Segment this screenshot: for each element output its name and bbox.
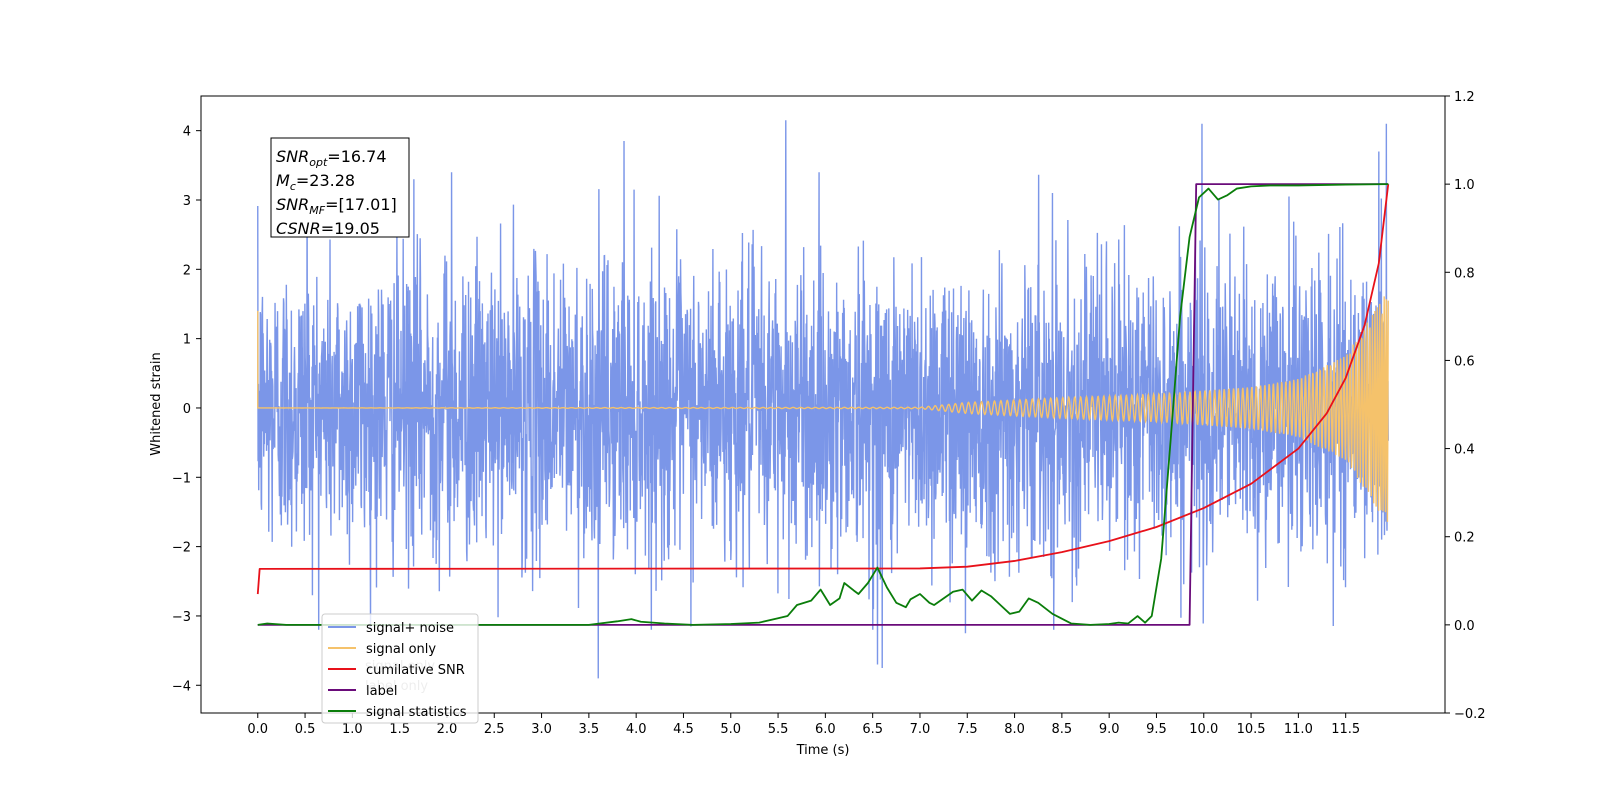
legend-label-signal-statistics: signal statistics	[366, 705, 467, 720]
y-tick-label-right: 0.2	[1454, 531, 1475, 546]
annotation-symbol: M	[276, 171, 290, 190]
x-tick-label: 5.5	[768, 722, 789, 737]
y-tick-label-right: 0.0	[1454, 619, 1475, 634]
annotation-subscript: c	[290, 180, 296, 193]
y-tick-label-right: 0.4	[1454, 443, 1475, 458]
x-tick-label: 2.0	[437, 722, 458, 737]
x-tick-label: 4.5	[673, 722, 694, 737]
annotation-value: =[17.01]	[325, 195, 397, 214]
y-tick-label-right: 0.8	[1454, 266, 1475, 281]
y-tick-label-right: 0.6	[1454, 354, 1475, 369]
x-tick-label: 10.5	[1237, 722, 1266, 737]
annotation-symbol: SNR	[276, 195, 309, 214]
y-tick-label-left: 0	[183, 402, 191, 417]
legend-frame	[321, 613, 479, 724]
annotation-value: =23.28	[296, 171, 355, 190]
x-tick-label: 1.0	[342, 722, 363, 737]
x-tick-label: 9.0	[1099, 722, 1120, 737]
x-tick-label: 8.5	[1052, 722, 1073, 737]
legend: signal onlylabel onlysignal+ noisesignal…	[321, 613, 479, 724]
x-tick-label: 9.5	[1146, 722, 1167, 737]
x-tick-label: 11.0	[1284, 722, 1313, 737]
y-tick-label-left: 2	[183, 263, 191, 278]
legend-label-label: label	[366, 684, 397, 699]
x-tick-label: 8.0	[1004, 722, 1025, 737]
series-signal-noise	[257, 120, 1389, 679]
y-tick-label-left: 3	[183, 194, 191, 209]
y-axis-label-left: Whitened strain	[149, 352, 164, 455]
legend-label-signal-only: signal only	[366, 642, 436, 657]
legend-label-cumilative-snr: cumilative SNR	[366, 663, 465, 678]
x-tick-label: 10.0	[1189, 722, 1218, 737]
annotation-subscript: opt	[309, 156, 328, 169]
x-tick-label: 7.0	[910, 722, 931, 737]
y-tick-label-right: −0.2	[1454, 707, 1486, 722]
annotation-line: Mc=23.28	[276, 171, 355, 193]
y-axis-right: −0.2 0.0 0.2 0.4 0.6 0.8 1.0 1.2	[1445, 90, 1486, 722]
annotation-subscript: MF	[309, 204, 325, 217]
annotation-symbol: SNR	[276, 147, 309, 166]
y-tick-label-left: −4	[172, 679, 191, 694]
x-tick-label: 11.5	[1331, 722, 1360, 737]
x-axis-label: Time (s)	[796, 743, 850, 758]
x-tick-label: 4.0	[626, 722, 647, 737]
plot-frame	[200, 95, 1446, 714]
annotation-box: SNRopt=16.74Mc=23.28SNRMF=[17.01]CSNR=19…	[270, 137, 410, 238]
y-tick-label-left: −1	[172, 471, 191, 486]
y-tick-label-left: −2	[172, 541, 191, 556]
annotation-value: =16.74	[327, 147, 386, 166]
series-signal-only	[257, 296, 1389, 522]
y-tick-label-left: 1	[183, 333, 191, 348]
x-tick-label: 5.0	[720, 722, 741, 737]
annotation-line: SNRMF=[17.01]	[276, 195, 397, 217]
x-tick-label: 3.0	[531, 722, 552, 737]
y-axis-left: −4 −3 −2 −1 0 1 2 3 4	[172, 125, 201, 694]
annotation-symbol: CSNR	[276, 219, 321, 238]
x-tick-label: 3.5	[579, 722, 600, 737]
x-tick-label: 6.0	[815, 722, 836, 737]
annotation-frame	[270, 137, 410, 238]
annotation-line: CSNR=19.05	[276, 219, 380, 238]
annotation-line: SNRopt=16.74	[276, 147, 387, 169]
x-tick-label: 1.5	[389, 722, 410, 737]
annotation-value: =19.05	[321, 219, 380, 238]
x-tick-label: 6.5	[862, 722, 883, 737]
x-tick-label: 0.5	[295, 722, 316, 737]
series-cumilative-snr	[256, 184, 1390, 595]
plot-area	[256, 120, 1390, 679]
legend-label-signal-noise: signal+ noise	[366, 621, 454, 636]
x-tick-label: 2.5	[484, 722, 505, 737]
x-axis: 0.0 0.5 1.0 1.5 2.0 2.5 3.0 3.5 4.0 4.5 5.0 5.5 6.0 6…	[247, 713, 1360, 737]
x-tick-label: 7.5	[957, 722, 978, 737]
x-tick-label: 0.0	[247, 722, 268, 737]
y-tick-label-left: 4	[183, 125, 191, 140]
y-tick-label-right: 1.0	[1454, 178, 1475, 193]
y-tick-label-left: −3	[172, 610, 191, 625]
y-tick-label-right: 1.2	[1454, 90, 1475, 105]
series-signal-statistics	[257, 183, 1389, 626]
